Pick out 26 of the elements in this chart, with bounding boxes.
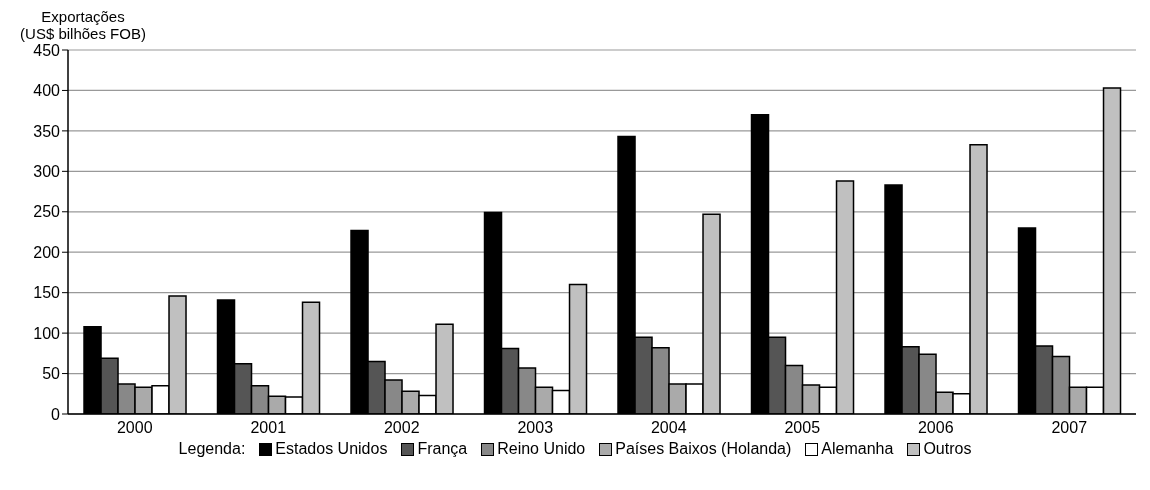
y-axis-title: Exportações (US$ bilhões FOB) [19, 8, 147, 42]
y-tick-label: 250 [33, 203, 61, 221]
x-tick-label: 2001 [250, 419, 287, 437]
x-tick-label: 2003 [517, 419, 554, 437]
x-tick-label: 2000 [116, 419, 153, 437]
y-tick-label: 350 [33, 122, 61, 140]
y-tick-label: 100 [33, 324, 61, 342]
legend-label: Outros [922, 440, 972, 458]
legend-label: França [416, 440, 468, 458]
x-tick-label: 2005 [784, 419, 821, 437]
y-tick-label: 450 [33, 41, 61, 59]
y-tick-label: 150 [33, 284, 61, 302]
x-tick-label: 2002 [383, 419, 420, 437]
x-tick-label: 2004 [650, 419, 687, 437]
legend-label: Alemanha [820, 440, 894, 458]
y-tick-label: 50 [42, 365, 61, 383]
legend-title: Legenda: [178, 440, 246, 458]
y-tick-label: 300 [33, 163, 61, 181]
x-tick-label: 2006 [917, 419, 954, 437]
legend-label: Países Baixos (Holanda) [614, 440, 792, 458]
legend-label: Reino Unido [496, 440, 586, 458]
y-tick-label: 200 [33, 243, 61, 261]
legend-label: Estados Unidos [274, 440, 388, 458]
y-tick-label: 0 [51, 405, 61, 423]
y-tick-label: 400 [33, 82, 61, 100]
x-tick-label: 2007 [1051, 419, 1088, 437]
